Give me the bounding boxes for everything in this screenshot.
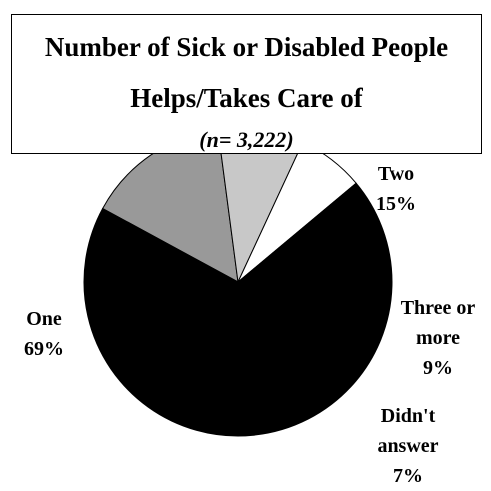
slice-label-didnt-answer-line-3: 7% bbox=[393, 465, 423, 487]
slice-labels: One 69% Two 15% Three or more 9% Didn't answer 7% bbox=[24, 163, 475, 487]
slice-label-didnt-answer: Didn't answer 7% bbox=[377, 405, 438, 487]
slice-label-one-line-1: One bbox=[26, 308, 62, 330]
chart-subtitle: (n= 3,222) bbox=[199, 127, 294, 152]
slice-label-didnt-answer-line-1: Didn't bbox=[381, 405, 436, 427]
chart-title-line-1: Number of Sick or Disabled People bbox=[44, 32, 449, 62]
slice-label-didnt-answer-line-2: answer bbox=[377, 435, 438, 457]
slice-label-one: One 69% bbox=[24, 308, 64, 360]
slice-label-one-line-2: 69% bbox=[24, 338, 64, 360]
chart-title-box: Number of Sick or Disabled People Helps/… bbox=[11, 14, 482, 154]
chart-title-line-2: Helps/Takes Care of bbox=[130, 83, 363, 113]
slice-label-three-or-more-line-2: more bbox=[416, 327, 460, 349]
pie-slices bbox=[83, 127, 393, 437]
slice-label-two-line-2: 15% bbox=[376, 193, 416, 215]
slice-label-two-line-1: Two bbox=[378, 163, 414, 185]
pie-slice-one bbox=[83, 182, 393, 437]
slice-label-three-or-more-line-1: Three or bbox=[401, 297, 476, 319]
slice-label-three-or-more: Three or more 9% bbox=[401, 297, 476, 379]
slice-label-two: Two 15% bbox=[376, 163, 416, 215]
slice-label-three-or-more-line-3: 9% bbox=[423, 357, 453, 379]
